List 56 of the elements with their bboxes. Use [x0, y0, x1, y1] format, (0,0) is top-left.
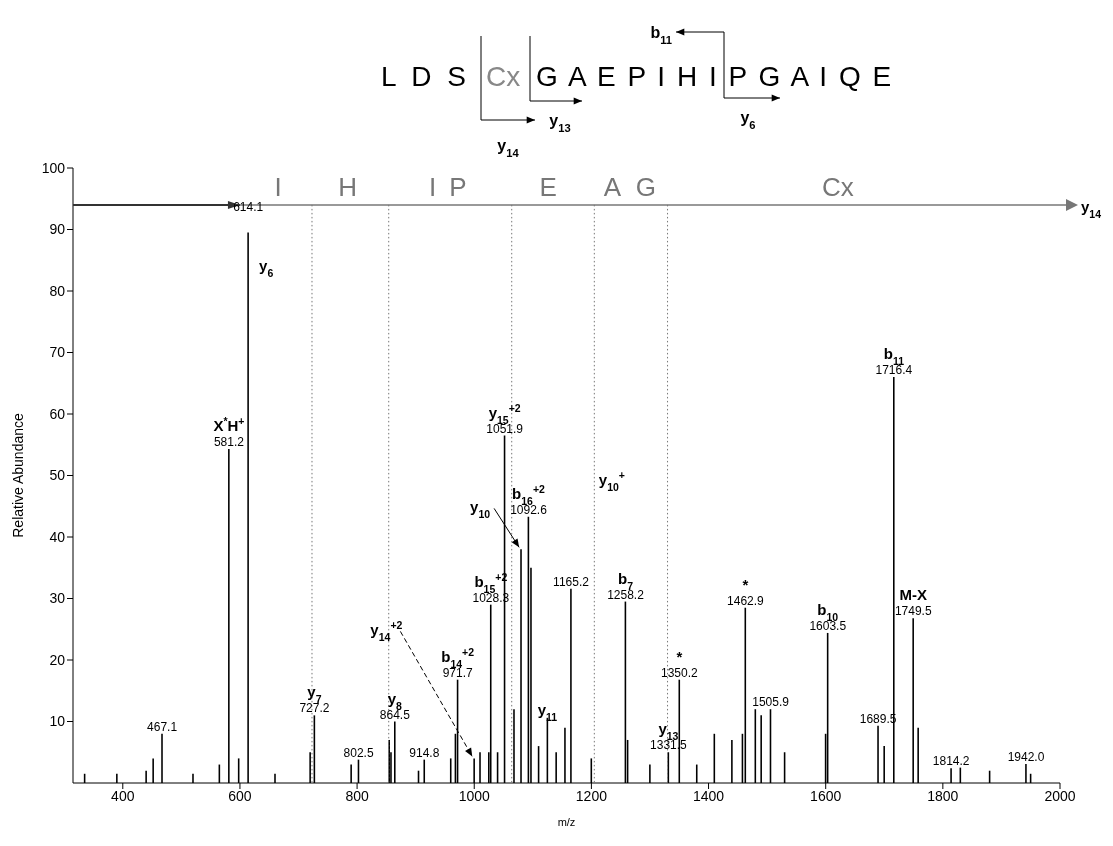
annotation: y$_{6}$ [259, 256, 274, 279]
text: y$_{6}$ [740, 109, 756, 131]
x-axis-title: m/z [557, 816, 576, 828]
annotation: I [274, 171, 282, 202]
x-tick-label: 1600 [810, 787, 842, 804]
text: L D S [381, 61, 470, 92]
annotation: * [742, 575, 749, 593]
y-tick-label: 10 [49, 713, 66, 730]
x-tick-label: 1200 [575, 787, 608, 804]
text: y$_{14}$ [497, 137, 520, 159]
y-tick-label: 80 [49, 282, 66, 299]
annotation: 1814.2 [932, 754, 970, 769]
text: Cx [486, 61, 521, 92]
y-axis-title: Relative Abundance [9, 413, 26, 538]
annotation: 1350.2 [661, 665, 699, 680]
annotation: M-X [899, 586, 928, 604]
x-tick-label: 1400 [692, 787, 725, 804]
y-tick-label: 60 [49, 405, 66, 422]
annotation: 1749.5 [894, 604, 932, 619]
annotation: 802.5 [343, 745, 374, 760]
annotation: A [603, 171, 622, 202]
annotation: 1505.9 [752, 695, 790, 710]
annotation: X$^{*}$H$^{+}$ [213, 415, 245, 435]
y-tick-label: 30 [49, 590, 66, 607]
text: G A E P I H I P G A I Q E [536, 61, 894, 92]
y-tick-label: 100 [41, 159, 66, 176]
y-tick-label: 50 [49, 467, 66, 484]
x-tick-label: 1000 [458, 787, 491, 804]
text: y$_{13}$ [549, 112, 571, 134]
y-tick-label: 20 [49, 651, 66, 668]
annotation: * [676, 647, 683, 665]
annotation: E [539, 171, 557, 202]
annotation: P [449, 171, 467, 202]
annotation: 614.1 [233, 199, 264, 214]
annotation: 467.1 [147, 719, 178, 734]
annotation: G [635, 171, 656, 202]
annotation: 914.8 [409, 745, 440, 760]
annotation: H [338, 171, 358, 202]
y-tick-label: 90 [49, 221, 66, 238]
annotation: I [429, 171, 437, 202]
x-tick-label: 1800 [927, 787, 959, 804]
text: b$_{11}$ [650, 24, 672, 46]
annotation: 1462.9 [727, 593, 765, 608]
annotation: y$_{11}$ [537, 700, 558, 723]
annotation: 581.2 [213, 435, 245, 450]
annotation: 1942.0 [1007, 749, 1045, 764]
x-tick-label: 600 [228, 787, 252, 804]
y-tick-label: 70 [49, 344, 66, 361]
annotation: y$_{10}$ [470, 498, 491, 521]
x-tick-label: 800 [345, 787, 369, 804]
x-tick-label: 400 [111, 787, 135, 804]
y-tick-label: 40 [49, 528, 66, 545]
x-tick-label: 2000 [1044, 787, 1076, 804]
annotation: 1165.2 [553, 574, 590, 589]
annotation: Cx [822, 171, 854, 202]
ref-line-label: y$_{14}$ [1081, 197, 1102, 220]
